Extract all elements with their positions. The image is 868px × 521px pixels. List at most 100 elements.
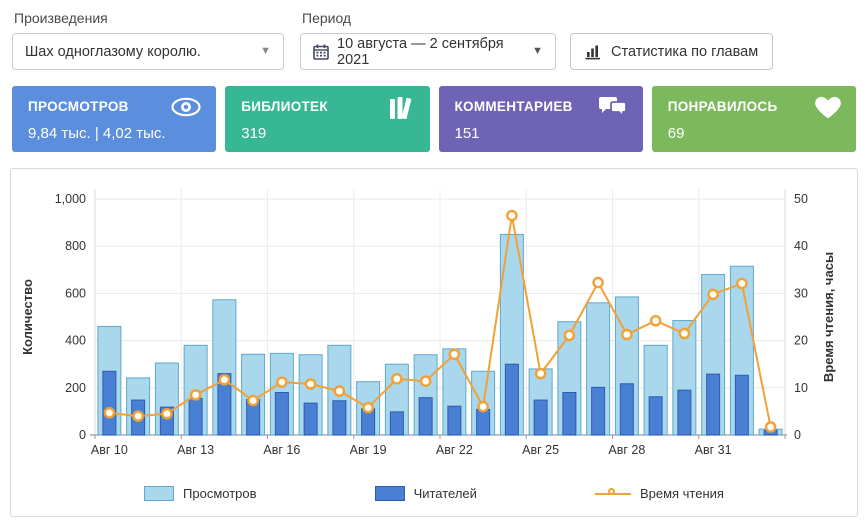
reading-time-marker bbox=[565, 331, 574, 340]
reading-time-marker bbox=[191, 390, 200, 399]
y-left-axis-title: Количество bbox=[20, 279, 35, 355]
readers-bar bbox=[103, 371, 116, 435]
y-left-tick-label: 1,000 bbox=[55, 192, 86, 206]
reading-time-marker bbox=[134, 412, 143, 421]
y-right-tick-label: 50 bbox=[794, 192, 808, 206]
card-value: 151 bbox=[455, 125, 629, 144]
reading-time-marker bbox=[249, 396, 258, 405]
legend-item-readers[interactable]: Читателей bbox=[375, 486, 477, 501]
heart-icon bbox=[814, 96, 842, 120]
reading-time-marker bbox=[680, 329, 689, 338]
x-tick-label: Авг 16 bbox=[263, 443, 300, 457]
chart-panel: 02004006008001,00001020304050Авг 10Авг 1… bbox=[10, 168, 858, 517]
period-value: 10 августа — 2 сентября 2021 bbox=[337, 36, 524, 68]
period-group: Период 10 августа — 2 сентября 2021 ▼ bbox=[300, 10, 556, 70]
readers-bar bbox=[707, 374, 720, 435]
readers-bar bbox=[419, 398, 432, 435]
legend-label: Просмотров bbox=[183, 486, 257, 501]
reading-time-marker bbox=[220, 375, 229, 384]
legend-item-views[interactable]: Просмотров bbox=[144, 486, 257, 501]
controls-bar: Произведения Шах одноглазому королю. ▼ П… bbox=[10, 10, 858, 70]
x-tick-label: Авг 10 bbox=[91, 443, 128, 457]
x-tick-label: Авг 25 bbox=[522, 443, 559, 457]
x-tick-label: Авг 31 bbox=[695, 443, 732, 457]
reading-time-marker bbox=[162, 409, 171, 418]
eye-icon bbox=[170, 96, 202, 118]
works-select[interactable]: Шах одноглазому королю. ▼ bbox=[12, 33, 284, 70]
reading-time-marker bbox=[335, 387, 344, 396]
stat-card-likes: ПОНРАВИЛОСЬ 69 bbox=[652, 86, 856, 152]
x-tick-label: Авг 22 bbox=[436, 443, 473, 457]
period-picker[interactable]: 10 августа — 2 сентября 2021 ▼ bbox=[300, 33, 556, 70]
card-value: 9,84 тыс. | 4,02 тыс. bbox=[28, 125, 202, 144]
y-right-tick-label: 0 bbox=[794, 428, 801, 442]
readers-bar bbox=[592, 387, 605, 435]
card-title: ПРОСМОТРОВ bbox=[28, 96, 129, 114]
chevron-down-icon: ▼ bbox=[260, 46, 271, 57]
reading-time-marker bbox=[651, 316, 660, 325]
readers-bar bbox=[620, 384, 633, 435]
y-left-tick-label: 200 bbox=[65, 381, 86, 395]
x-tick-label: Авг 13 bbox=[177, 443, 214, 457]
stats-chart: 02004006008001,00001020304050Авг 10Авг 1… bbox=[11, 183, 857, 479]
readers-bar bbox=[304, 403, 317, 435]
readers-bar bbox=[390, 412, 403, 435]
readers-bar bbox=[563, 393, 576, 435]
reading-time-marker bbox=[709, 290, 718, 299]
reading-time-marker bbox=[306, 379, 315, 388]
legend-label: Время чтения bbox=[640, 486, 724, 501]
x-tick-label: Авг 28 bbox=[608, 443, 645, 457]
reading-time-marker bbox=[364, 403, 373, 412]
y-right-tick-label: 30 bbox=[794, 286, 808, 300]
stat-card-views: ПРОСМОТРОВ 9,84 тыс. | 4,02 тыс. bbox=[12, 86, 216, 152]
works-label: Произведения bbox=[14, 10, 284, 26]
readers-bar bbox=[189, 398, 202, 435]
card-value: 69 bbox=[668, 125, 842, 144]
reading-time-marker bbox=[479, 402, 488, 411]
reading-time-marker bbox=[105, 408, 114, 417]
readers-bar bbox=[505, 364, 518, 435]
readers-bar bbox=[477, 410, 490, 435]
reading-time-marker bbox=[622, 330, 631, 339]
readers-bar bbox=[275, 393, 288, 435]
card-title: КОММЕНТАРИЕВ bbox=[455, 96, 573, 114]
calendar-icon bbox=[313, 44, 329, 60]
statistics-page: Произведения Шах одноглазому королю. ▼ П… bbox=[0, 0, 868, 521]
chapter-stats-button-label: Статистика по главам bbox=[611, 44, 758, 60]
y-right-axis-title: Время чтения, часы bbox=[821, 252, 836, 382]
card-title: ПОНРАВИЛОСЬ bbox=[668, 96, 778, 114]
chevron-down-icon: ▼ bbox=[532, 46, 543, 57]
reading-time-marker bbox=[507, 211, 516, 220]
x-tick-label: Авг 19 bbox=[350, 443, 387, 457]
works-select-value: Шах одноглазому королю. bbox=[25, 44, 201, 60]
chapter-stats-button[interactable]: Статистика по главам bbox=[570, 33, 773, 70]
readers-bar bbox=[448, 406, 461, 435]
legend-item-reading-time[interactable]: Время чтения bbox=[595, 486, 724, 501]
y-right-tick-label: 40 bbox=[794, 239, 808, 253]
stat-cards: ПРОСМОТРОВ 9,84 тыс. | 4,02 тыс. БИБЛИОТ… bbox=[10, 86, 858, 152]
y-left-tick-label: 400 bbox=[65, 334, 86, 348]
readers-bar bbox=[678, 390, 691, 435]
books-icon bbox=[388, 96, 416, 122]
y-left-tick-label: 0 bbox=[79, 428, 86, 442]
y-left-tick-label: 800 bbox=[65, 239, 86, 253]
reading-time-marker bbox=[392, 374, 401, 383]
stat-card-comments: КОММЕНТАРИЕВ 151 bbox=[439, 86, 643, 152]
y-right-tick-label: 10 bbox=[794, 381, 808, 395]
reading-time-marker bbox=[450, 350, 459, 359]
reading-time-marker bbox=[536, 369, 545, 378]
readers-bar bbox=[534, 400, 547, 435]
y-left-tick-label: 600 bbox=[65, 286, 86, 300]
readers-bar bbox=[333, 401, 346, 435]
readers-swatch bbox=[375, 486, 405, 501]
views-swatch bbox=[144, 486, 174, 501]
comments-icon bbox=[597, 96, 629, 120]
legend-label: Читателей bbox=[414, 486, 477, 501]
reading-time-marker bbox=[594, 278, 603, 287]
reading-time-marker bbox=[766, 422, 775, 431]
stat-card-libraries: БИБЛИОТЕК 319 bbox=[225, 86, 429, 152]
bar-chart-icon bbox=[585, 44, 602, 60]
reading-time-line-swatch bbox=[595, 486, 631, 501]
card-value: 319 bbox=[241, 125, 415, 144]
chart-legend: Просмотров Читателей Время чтения bbox=[11, 486, 857, 501]
